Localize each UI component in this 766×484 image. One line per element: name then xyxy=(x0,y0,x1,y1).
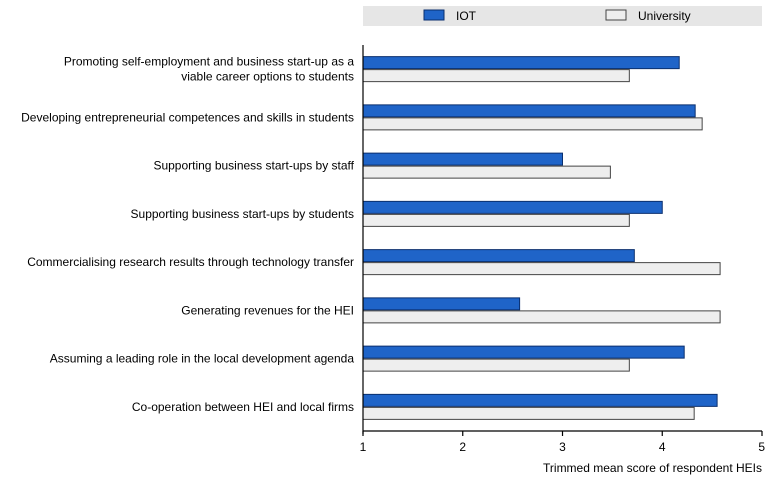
bar-university-6 xyxy=(362,358,630,372)
bar-university-5 xyxy=(362,310,721,324)
bar-iot-7 xyxy=(362,393,718,407)
x-tick-label-1: 2 xyxy=(459,440,466,454)
category-label-0-line-0: Promoting self-employment and business s… xyxy=(64,55,354,69)
category-label-5: Generating revenues for the HEI xyxy=(181,303,354,317)
bar-iot-6 xyxy=(362,345,685,359)
category-label-4: Commercialising research results through… xyxy=(27,255,354,269)
bar-university-7 xyxy=(362,406,695,420)
bar-iot-1 xyxy=(362,104,696,118)
legend-label-1: University xyxy=(638,9,691,23)
bar-university-2 xyxy=(362,165,611,179)
bar-university-1 xyxy=(362,117,703,131)
bar-iot-4 xyxy=(362,249,635,263)
category-label-7: Co-operation between HEI and local firms xyxy=(132,400,354,414)
category-label-6: Assuming a leading role in the local dev… xyxy=(50,352,355,366)
legend-background xyxy=(363,6,762,26)
x-tick-label-4: 5 xyxy=(758,440,765,454)
bar-iot-3 xyxy=(362,200,663,214)
bar-university-4 xyxy=(362,262,721,276)
bar-iot-5 xyxy=(362,297,521,311)
category-label-1: Developing entrepreneurial competences a… xyxy=(21,110,354,124)
category-label-0-line-1: viable career options to students xyxy=(181,70,354,84)
x-tick-label-2: 3 xyxy=(559,440,566,454)
legend-swatch-1 xyxy=(605,9,627,21)
x-tick-label-3: 4 xyxy=(659,440,666,454)
legend-label-0: IOT xyxy=(456,9,477,23)
x-axis-title: Trimmed mean score of respondent HEIs xyxy=(543,461,762,475)
bar-iot-2 xyxy=(362,152,563,166)
bar-university-0 xyxy=(362,69,630,83)
category-label-3: Supporting business start-ups by student… xyxy=(131,207,354,221)
bar-iot-0 xyxy=(362,56,680,70)
bar-university-3 xyxy=(362,213,630,227)
category-label-2: Supporting business start-ups by staff xyxy=(153,159,354,173)
legend-swatch-0 xyxy=(423,9,445,21)
x-tick-label-0: 1 xyxy=(360,440,367,454)
